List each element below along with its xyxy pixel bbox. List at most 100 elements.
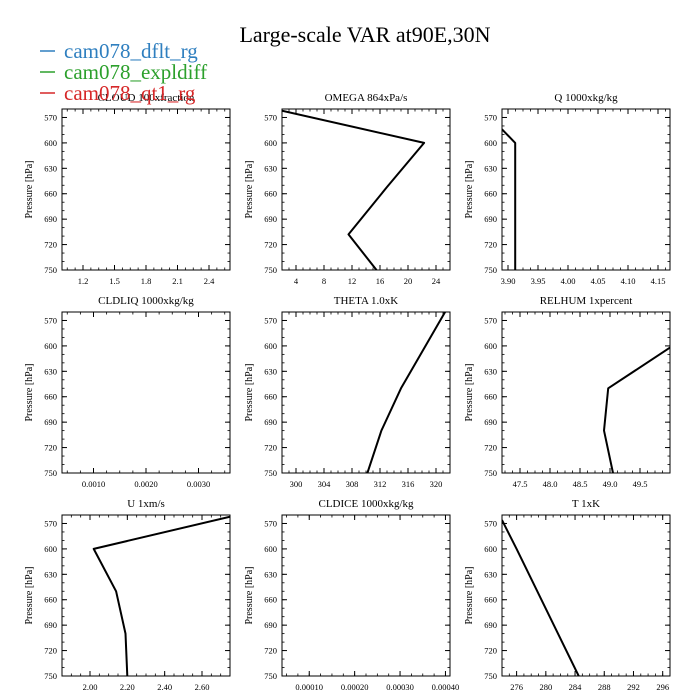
y-tick-label: 690: [44, 417, 57, 427]
series-line: [366, 312, 446, 473]
y-tick-label: 600: [44, 341, 57, 351]
y-axis-label: Pressure [hPa]: [244, 363, 255, 421]
legend-label: cam078_expldiff: [64, 60, 207, 84]
y-tick-label: 630: [484, 163, 497, 173]
series-line: [282, 109, 426, 270]
plot-frame: [281, 514, 451, 677]
x-tick-label: 320: [430, 479, 443, 489]
y-tick-label: 600: [44, 138, 57, 148]
x-tick-label: 0.0020: [134, 479, 157, 489]
y-tick-label: 720: [484, 646, 497, 656]
series-line: [502, 519, 580, 676]
y-tick-label: 570: [484, 112, 497, 122]
y-tick-label: 630: [484, 569, 497, 579]
y-tick-label: 660: [264, 392, 277, 402]
x-tick-label: 12: [348, 276, 357, 286]
y-tick-label: 600: [264, 544, 277, 554]
y-tick-label: 600: [264, 341, 277, 351]
panel-4: CLDLIQ 1000xkg/kg Pressure [hPa] 570 600 630…: [24, 295, 231, 489]
y-tick-label: 720: [264, 646, 277, 656]
plot-frame: [501, 108, 671, 271]
panel-2: OMEGA 864xPa/s Pressure [hPa] 570 600 630 660…: [244, 92, 451, 286]
y-axis-label: Pressure [hPa]: [24, 363, 35, 421]
y-tick-label: 750: [44, 468, 57, 478]
x-tick-label: 296: [656, 682, 669, 692]
panel-6: RELHUM 1xpercent Pressure [hPa] 570 600 630 6…: [464, 295, 671, 489]
y-tick-label: 660: [484, 189, 497, 199]
legend-label: cam078_qt1_rg: [64, 81, 196, 105]
y-tick-label: 750: [44, 671, 57, 681]
panel-title: CLOUD 100xfraction: [98, 92, 195, 104]
panel-title: CLDLIQ 1000xkg/kg: [98, 295, 194, 307]
x-tick-label: 4.05: [591, 276, 606, 286]
panel-title: OMEGA 864xPa/s: [325, 92, 408, 104]
x-tick-label: 24: [432, 276, 441, 286]
x-tick-label: 300: [290, 479, 303, 489]
x-tick-label: 2.20: [120, 682, 135, 692]
y-axis-label: Pressure [hPa]: [464, 363, 475, 421]
y-tick-label: 720: [264, 240, 277, 250]
y-axis-label: Pressure [hPa]: [464, 566, 475, 624]
y-tick-label: 660: [44, 189, 57, 199]
y-tick-label: 570: [264, 315, 277, 325]
panel-title: CLDICE 1000xkg/kg: [318, 498, 414, 510]
y-axis-label: Pressure [hPa]: [24, 566, 35, 624]
y-tick-label: 600: [484, 544, 497, 554]
y-tick-label: 690: [484, 214, 497, 224]
x-tick-label: 0.00020: [341, 682, 369, 692]
x-tick-label: 284: [569, 682, 583, 692]
x-tick-label: 2.4: [204, 276, 215, 286]
y-tick-label: 600: [484, 341, 497, 351]
x-tick-label: 0.00010: [295, 682, 323, 692]
y-tick-label: 720: [44, 646, 57, 656]
y-tick-label: 570: [44, 112, 57, 122]
y-tick-label: 570: [264, 518, 277, 528]
x-tick-label: 276: [510, 682, 523, 692]
x-tick-label: 2.00: [83, 682, 98, 692]
y-tick-label: 750: [44, 265, 57, 275]
panel-3: Q 1000xkg/kg Pressure [hPa] 570 600 630 660 69…: [464, 92, 671, 286]
x-tick-label: 20: [404, 276, 413, 286]
y-tick-label: 570: [484, 518, 497, 528]
legend-label: cam078_dflt_rg: [64, 39, 198, 63]
x-tick-label: 4.00: [561, 276, 576, 286]
x-tick-label: 47.5: [513, 479, 528, 489]
y-tick-label: 660: [484, 595, 497, 605]
y-tick-label: 690: [484, 417, 497, 427]
x-tick-label: 4.15: [651, 276, 666, 286]
y-tick-label: 720: [264, 443, 277, 453]
panel-5: THETA 1.0xK Pressure [hPa] 570 600 630 660 690…: [244, 295, 451, 489]
y-tick-label: 570: [264, 112, 277, 122]
x-tick-label: 0.00040: [432, 682, 460, 692]
y-tick-label: 720: [484, 240, 497, 250]
y-axis-label: Pressure [hPa]: [244, 566, 255, 624]
x-tick-label: 4.10: [621, 276, 636, 286]
y-tick-label: 750: [484, 265, 497, 275]
y-tick-label: 750: [264, 265, 277, 275]
y-tick-label: 600: [484, 138, 497, 148]
y-tick-label: 630: [484, 366, 497, 376]
y-tick-label: 660: [44, 392, 57, 402]
x-tick-label: 49.5: [633, 479, 648, 489]
panel-title: T 1xK: [572, 498, 600, 510]
y-tick-label: 690: [264, 417, 277, 427]
y-tick-label: 660: [264, 595, 277, 605]
y-tick-label: 600: [44, 544, 57, 554]
y-tick-label: 690: [264, 620, 277, 630]
y-tick-label: 750: [264, 671, 277, 681]
y-tick-label: 690: [44, 620, 57, 630]
y-tick-label: 720: [44, 240, 57, 250]
y-tick-label: 570: [484, 315, 497, 325]
panel-title: THETA 1.0xK: [334, 295, 399, 307]
series-line: [502, 128, 517, 270]
panel-7: U 1xm/s Pressure [hPa] 570 600 630 660 690 720 7…: [24, 498, 231, 692]
x-tick-label: 308: [346, 479, 359, 489]
x-tick-label: 2.40: [157, 682, 172, 692]
y-axis-label: Pressure [hPa]: [244, 160, 255, 218]
x-tick-label: 304: [318, 479, 332, 489]
y-tick-label: 720: [44, 443, 57, 453]
x-tick-label: 0.00030: [386, 682, 414, 692]
legend: cam078_dflt_rgcam078_expldiffcam078_qt1_…: [40, 39, 207, 105]
panel-1: CLOUD 100xfraction Pressure [hPa] 570 600 63…: [24, 92, 231, 286]
